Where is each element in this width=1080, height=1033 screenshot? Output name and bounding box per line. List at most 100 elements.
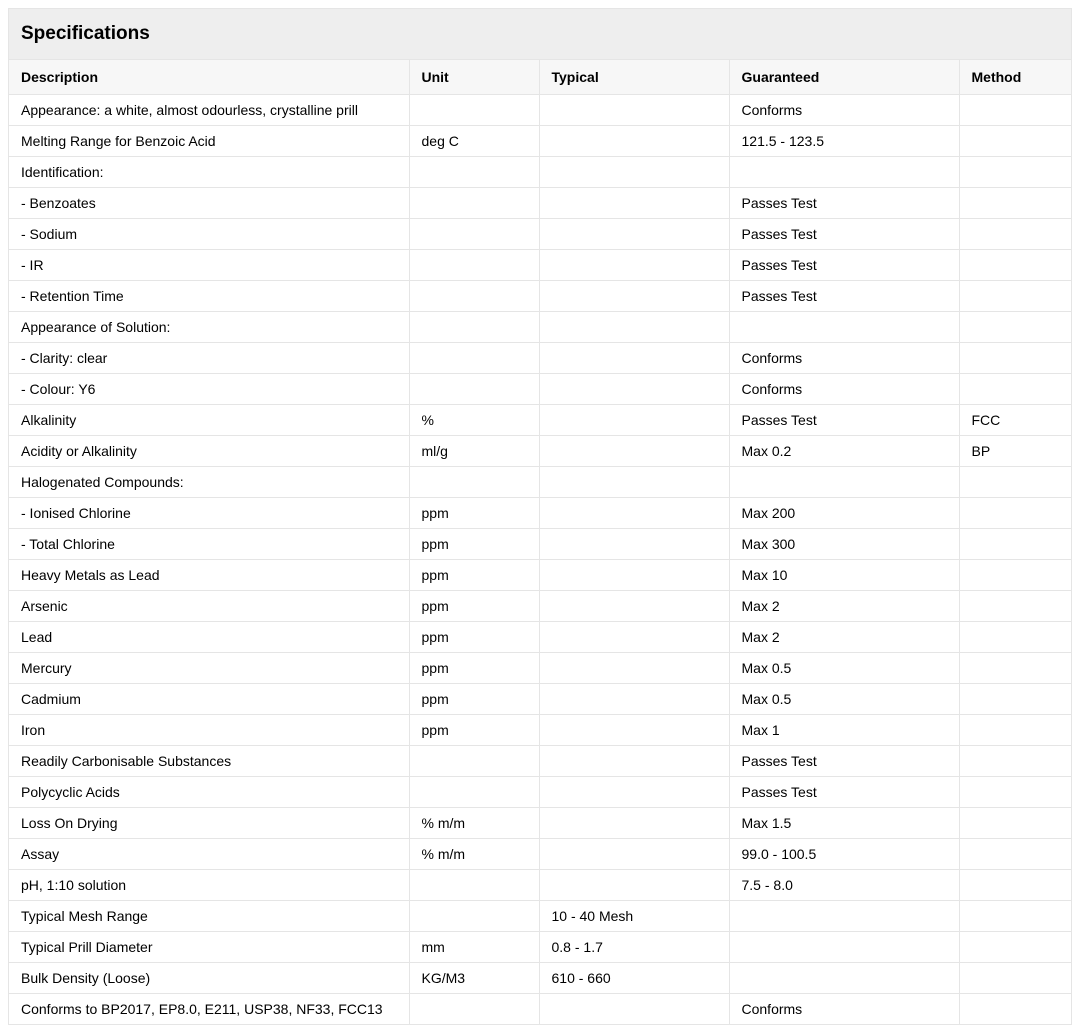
table-body: Appearance: a white, almost odourless, c… (9, 95, 1071, 1025)
cell-typical (539, 591, 729, 622)
cell-guaranteed: 7.5 - 8.0 (729, 870, 959, 901)
column-header-guaranteed: Guaranteed (729, 60, 959, 95)
cell-guaranteed: 99.0 - 100.5 (729, 839, 959, 870)
cell-method (959, 312, 1071, 343)
cell-typical (539, 126, 729, 157)
cell-description: Polycyclic Acids (9, 777, 409, 808)
cell-typical (539, 219, 729, 250)
cell-description: Arsenic (9, 591, 409, 622)
cell-typical (539, 560, 729, 591)
cell-typical (539, 250, 729, 281)
cell-unit (409, 188, 539, 219)
cell-guaranteed (729, 312, 959, 343)
cell-typical (539, 808, 729, 839)
cell-typical (539, 312, 729, 343)
cell-description: Cadmium (9, 684, 409, 715)
cell-unit: % (409, 405, 539, 436)
cell-description: pH, 1:10 solution (9, 870, 409, 901)
cell-description: Halogenated Compounds: (9, 467, 409, 498)
cell-method (959, 467, 1071, 498)
specifications-table: Description Unit Typical Guaranteed Meth… (9, 60, 1071, 1024)
table-row: - IRPasses Test (9, 250, 1071, 281)
header-row: Description Unit Typical Guaranteed Meth… (9, 60, 1071, 95)
cell-typical (539, 467, 729, 498)
cell-description: - Total Chlorine (9, 529, 409, 560)
cell-description: Typical Mesh Range (9, 901, 409, 932)
cell-unit (409, 250, 539, 281)
cell-guaranteed: Passes Test (729, 405, 959, 436)
cell-unit: % m/m (409, 808, 539, 839)
cell-typical (539, 839, 729, 870)
cell-typical (539, 653, 729, 684)
cell-typical (539, 343, 729, 374)
cell-unit (409, 219, 539, 250)
cell-description: - Sodium (9, 219, 409, 250)
cell-guaranteed: Passes Test (729, 188, 959, 219)
cell-guaranteed: Passes Test (729, 219, 959, 250)
cell-description: - Retention Time (9, 281, 409, 312)
cell-description: Lead (9, 622, 409, 653)
table-row: Heavy Metals as Leadppm Max 10 (9, 560, 1071, 591)
cell-description: - Benzoates (9, 188, 409, 219)
table-row: Polycyclic AcidsPasses Test (9, 777, 1071, 808)
cell-guaranteed: Max 10 (729, 560, 959, 591)
cell-unit (409, 746, 539, 777)
cell-guaranteed: Passes Test (729, 281, 959, 312)
cell-method (959, 188, 1071, 219)
cell-description: - IR (9, 250, 409, 281)
cell-method (959, 622, 1071, 653)
cell-description: Iron (9, 715, 409, 746)
cell-method (959, 250, 1071, 281)
cell-typical (539, 994, 729, 1025)
cell-typical (539, 715, 729, 746)
table-row: Conforms to BP2017, EP8.0, E211, USP38, … (9, 994, 1071, 1025)
cell-unit: ppm (409, 529, 539, 560)
table-row: Identification: (9, 157, 1071, 188)
table-row: - Clarity: clearConforms (9, 343, 1071, 374)
cell-unit: mm (409, 932, 539, 963)
table-row: Acidity or Alkalinityml/gMax 0.2BP (9, 436, 1071, 467)
cell-unit: % m/m (409, 839, 539, 870)
cell-guaranteed: Max 2 (729, 622, 959, 653)
table-row: ArsenicppmMax 2 (9, 591, 1071, 622)
column-header-unit: Unit (409, 60, 539, 95)
cell-guaranteed (729, 157, 959, 188)
cell-method (959, 839, 1071, 870)
cell-description: - Clarity: clear (9, 343, 409, 374)
cell-method (959, 870, 1071, 901)
table-row: Alkalinity%Passes TestFCC (9, 405, 1071, 436)
cell-unit (409, 343, 539, 374)
column-header-method: Method (959, 60, 1071, 95)
cell-guaranteed: Max 1.5 (729, 808, 959, 839)
cell-method (959, 684, 1071, 715)
cell-unit: ml/g (409, 436, 539, 467)
cell-method (959, 126, 1071, 157)
column-header-description: Description (9, 60, 409, 95)
cell-guaranteed: Conforms (729, 994, 959, 1025)
cell-unit: ppm (409, 498, 539, 529)
cell-guaranteed (729, 932, 959, 963)
table-row: - Sodium Passes Test (9, 219, 1071, 250)
cell-unit: KG/M3 (409, 963, 539, 994)
cell-unit: ppm (409, 715, 539, 746)
cell-method (959, 901, 1071, 932)
cell-method: FCC (959, 405, 1071, 436)
cell-unit: ppm (409, 560, 539, 591)
cell-unit (409, 901, 539, 932)
cell-guaranteed: Max 1 (729, 715, 959, 746)
cell-unit (409, 870, 539, 901)
cell-typical (539, 436, 729, 467)
cell-method (959, 343, 1071, 374)
cell-typical (539, 157, 729, 188)
cell-method (959, 281, 1071, 312)
cell-typical: 0.8 - 1.7 (539, 932, 729, 963)
cell-guaranteed: 121.5 - 123.5 (729, 126, 959, 157)
column-header-typical: Typical (539, 60, 729, 95)
cell-description: Identification: (9, 157, 409, 188)
cell-guaranteed: Max 0.5 (729, 653, 959, 684)
cell-method (959, 374, 1071, 405)
cell-method (959, 808, 1071, 839)
cell-guaranteed (729, 963, 959, 994)
cell-method (959, 529, 1071, 560)
cell-description: Heavy Metals as Lead (9, 560, 409, 591)
